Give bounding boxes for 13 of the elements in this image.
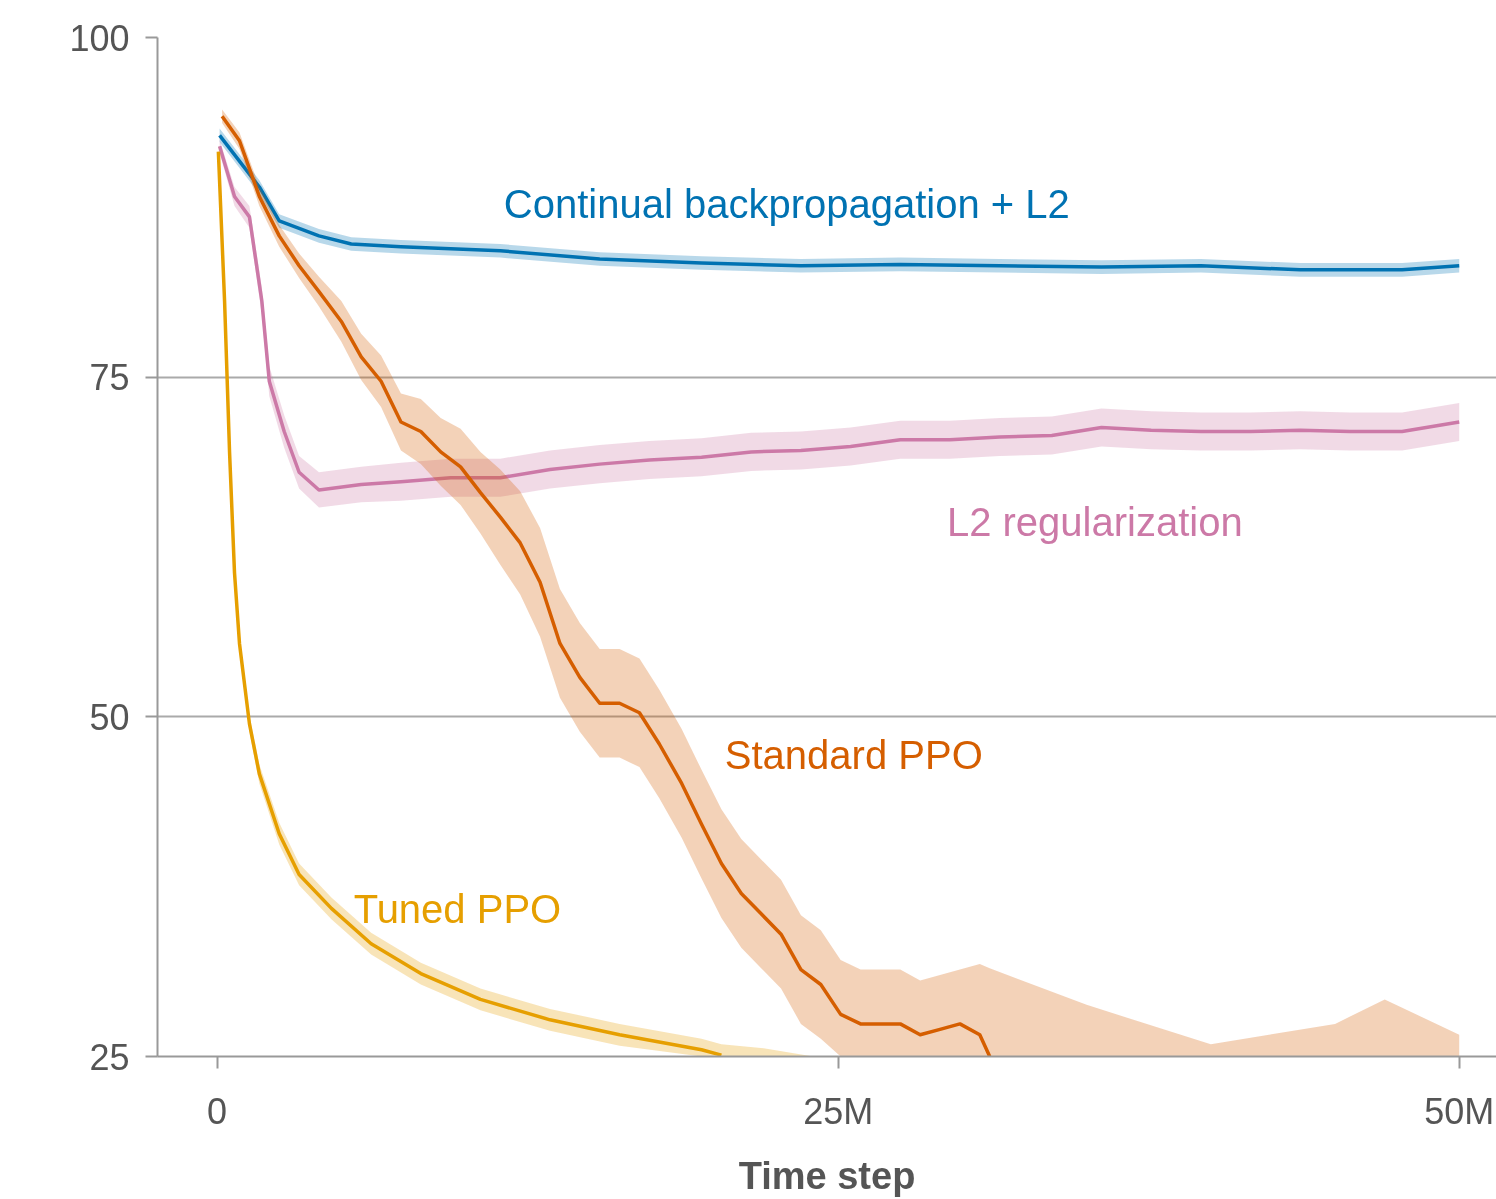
line-series (220, 114, 992, 1057)
y-tick-label: 50 (89, 696, 130, 738)
x-tick-label: 25M (803, 1090, 874, 1132)
x-tick-label: 0 (207, 1090, 228, 1132)
series-label: Standard PPO (724, 732, 983, 777)
series-label: L2 regularization (946, 499, 1243, 544)
y-tick-label: 75 (89, 357, 130, 399)
x-tick-label: 50M (1424, 1090, 1495, 1132)
x-axis-title: Time step (738, 1154, 916, 1197)
y-tick-label: 100 (69, 17, 130, 59)
y-tick-label: 25 (89, 1036, 130, 1078)
series-label: Continual backpropagation + L2 (503, 181, 1070, 226)
series-label: Tuned PPO (353, 886, 562, 931)
